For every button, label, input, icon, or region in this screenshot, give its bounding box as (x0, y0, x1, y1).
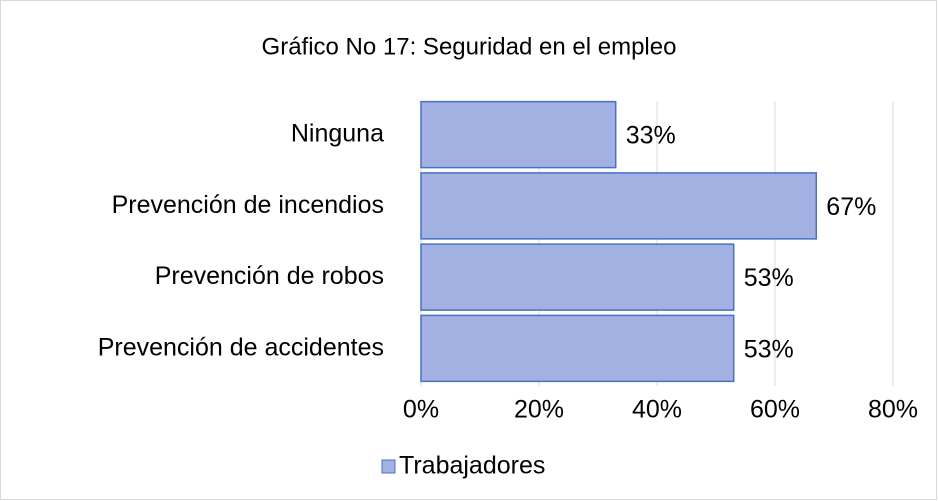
legend-swatch (381, 459, 396, 474)
y-tick-label: Prevención de robos (155, 262, 384, 290)
data-label: 33% (626, 122, 676, 150)
x-tick-label: 20% (514, 396, 564, 424)
x-tick-label: 0% (403, 396, 439, 424)
chart-title: Gráfico No 17: Seguridad en el empleo (262, 33, 677, 60)
bar (420, 100, 617, 169)
x-tick-label: 60% (750, 396, 800, 424)
bar (420, 314, 735, 383)
data-label: 53% (744, 335, 794, 363)
data-label: 53% (744, 264, 794, 292)
x-tick-label: 80% (868, 396, 918, 424)
y-tick-label: Prevención de incendios (112, 191, 384, 219)
x-tick-label: 40% (632, 396, 682, 424)
data-label: 67% (826, 193, 876, 221)
y-tick-label: Prevención de accidentes (98, 333, 384, 361)
bar (420, 172, 818, 240)
y-tick-label: Ninguna (291, 120, 384, 148)
bar (420, 243, 735, 311)
legend-label: Trabajadores (399, 452, 545, 480)
